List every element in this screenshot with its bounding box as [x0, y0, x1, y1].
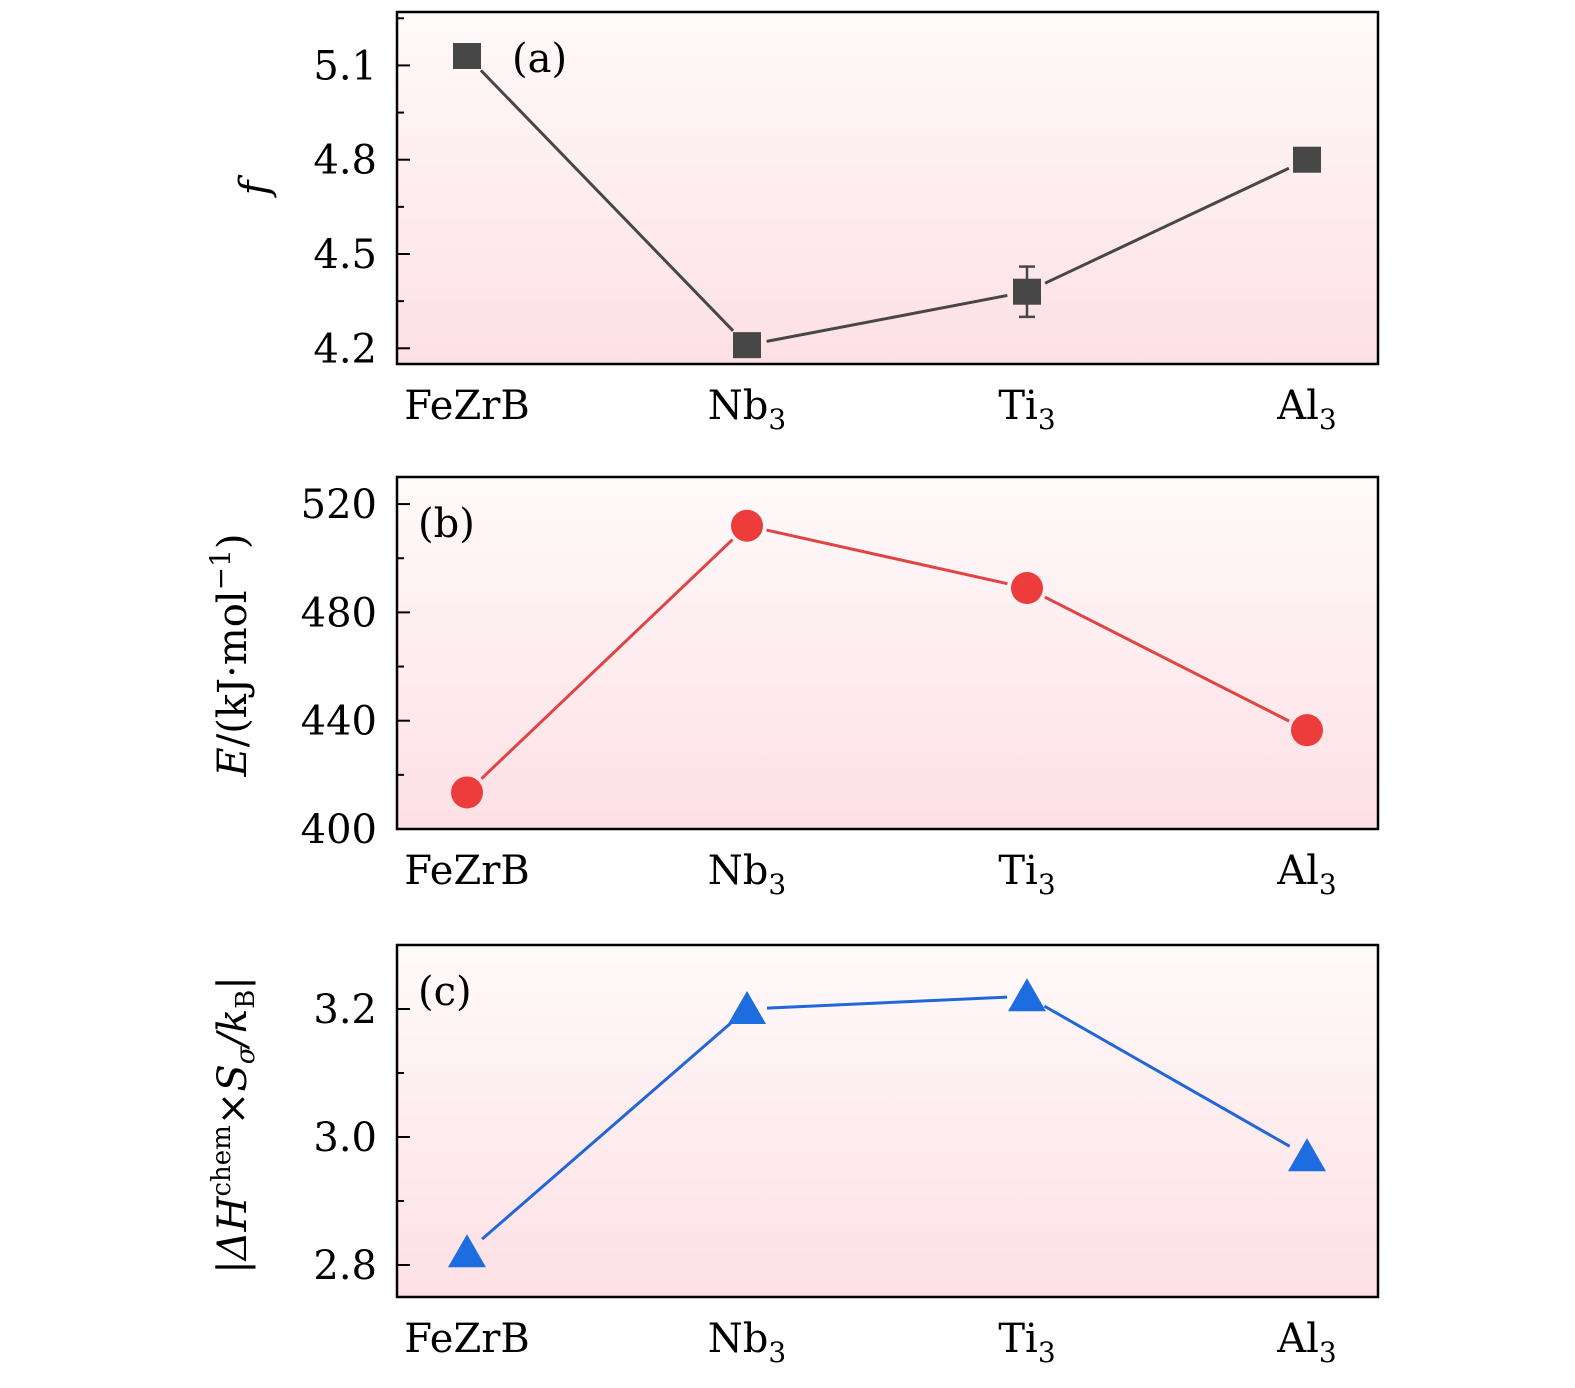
ylabel-delta-h: |ΔH — [210, 1195, 256, 1273]
category-name: FeZrB — [404, 848, 530, 894]
y-tick-label: 440 — [301, 699, 377, 745]
y-tick-label: 5.1 — [313, 43, 377, 89]
y-tick-label: 520 — [301, 482, 377, 528]
category-name: Nb — [708, 1316, 769, 1362]
data-point-circle — [1291, 714, 1323, 747]
category-name: Nb — [708, 848, 769, 894]
data-point-circle — [1011, 572, 1043, 605]
ylabel-unit: /(kJ·mol — [210, 590, 256, 747]
ylabel-symbol: E — [210, 747, 256, 777]
plot-frame — [395, 10, 1380, 366]
category-name: Ti — [998, 848, 1037, 894]
panel-label: (c) — [418, 969, 472, 1015]
data-point-square — [453, 43, 481, 69]
x-category-label: Al3 — [1276, 383, 1337, 436]
plot-background — [397, 477, 1378, 829]
series-line-segment — [766, 293, 1008, 343]
series-line-segment — [766, 995, 1008, 1010]
plot-background — [397, 945, 1378, 1297]
category-subscript: 3 — [768, 403, 786, 436]
y-tick-label: 2.8 — [313, 1243, 377, 1289]
y-axis-label: f — [232, 174, 278, 198]
ylabel-superscript: chem — [207, 1125, 237, 1196]
x-category-label: Ti3 — [998, 848, 1055, 901]
series-line-segment — [1044, 595, 1290, 723]
panel-label: (a) — [512, 36, 567, 82]
data-point-triangle — [448, 1234, 486, 1268]
category-name: FeZrB — [404, 1316, 530, 1362]
category-subscript: 3 — [1319, 1336, 1337, 1369]
category-name: Al — [1276, 383, 1319, 429]
x-category-label: Nb3 — [708, 383, 786, 436]
x-category-label: Ti3 — [998, 383, 1055, 436]
x-category-label: Nb3 — [708, 848, 786, 901]
data-point-circle — [451, 776, 483, 809]
x-category-label: Nb3 — [708, 1316, 786, 1369]
data-point-square — [1013, 278, 1041, 305]
data-point-circle — [731, 509, 763, 542]
series-line-segment — [479, 69, 735, 332]
ylabel-over-k: /k — [210, 1009, 256, 1051]
series-line-segment — [480, 538, 734, 780]
category-name: Al — [1276, 848, 1319, 894]
x-category-label: FeZrB — [404, 1316, 530, 1362]
series-line-segment — [766, 528, 1008, 586]
plot-frame — [395, 943, 1380, 1299]
y-axis-label: |ΔHchem×Sσ/kB| — [207, 976, 261, 1274]
panel-label: (b) — [418, 501, 475, 547]
y-tick-label: 400 — [301, 807, 377, 853]
data-point-square — [1293, 146, 1321, 173]
x-category-label: Ti3 — [998, 1316, 1055, 1369]
series-line-segment — [1043, 1004, 1291, 1148]
data-point-triangle — [1008, 978, 1046, 1012]
data-point-square — [733, 332, 761, 359]
data-point-triangle — [728, 991, 766, 1024]
ylabel-subscript: B — [231, 990, 261, 1009]
category-name: Nb — [708, 383, 769, 429]
series-line-segment — [1044, 166, 1290, 285]
category-name: FeZrB — [404, 383, 530, 429]
category-subscript: 3 — [1319, 403, 1337, 436]
category-subscript: 3 — [768, 868, 786, 901]
category-subscript: 3 — [1038, 1336, 1056, 1369]
ylabel-subscript: σ — [231, 1045, 261, 1064]
category-subscript: 3 — [1038, 403, 1056, 436]
category-subscript: 3 — [1319, 868, 1337, 901]
x-category-label: FeZrB — [404, 383, 530, 429]
ylabel-times-s: ×S — [210, 1064, 256, 1125]
ylabel-unit-close: ) — [210, 534, 256, 550]
ylabel-superscript: −1 — [204, 549, 237, 590]
y-axis-label: E/(kJ·mol−1) — [204, 534, 256, 778]
data-point-triangle — [1288, 1138, 1326, 1172]
plot-frame — [395, 475, 1380, 831]
y-tick-label: 4.5 — [313, 232, 377, 278]
category-name: Ti — [998, 383, 1037, 429]
category-subscript: 3 — [768, 1336, 786, 1369]
x-category-label: FeZrB — [404, 848, 530, 894]
ylabel-bar: | — [210, 976, 256, 989]
x-category-label: Al3 — [1276, 848, 1337, 901]
plot-background — [397, 12, 1378, 364]
y-tick-label: 4.8 — [313, 138, 377, 184]
y-tick-label: 480 — [301, 590, 377, 636]
category-name: Ti — [998, 1316, 1037, 1362]
ylabel-symbol: f — [232, 174, 278, 198]
y-tick-label: 3.2 — [313, 987, 377, 1033]
category-subscript: 3 — [1038, 868, 1056, 901]
y-tick-label: 3.0 — [313, 1115, 377, 1161]
category-name: Al — [1276, 1316, 1319, 1362]
series-line-segment — [481, 1020, 733, 1241]
y-tick-label: 4.2 — [313, 326, 377, 372]
x-category-label: Al3 — [1276, 1316, 1337, 1369]
